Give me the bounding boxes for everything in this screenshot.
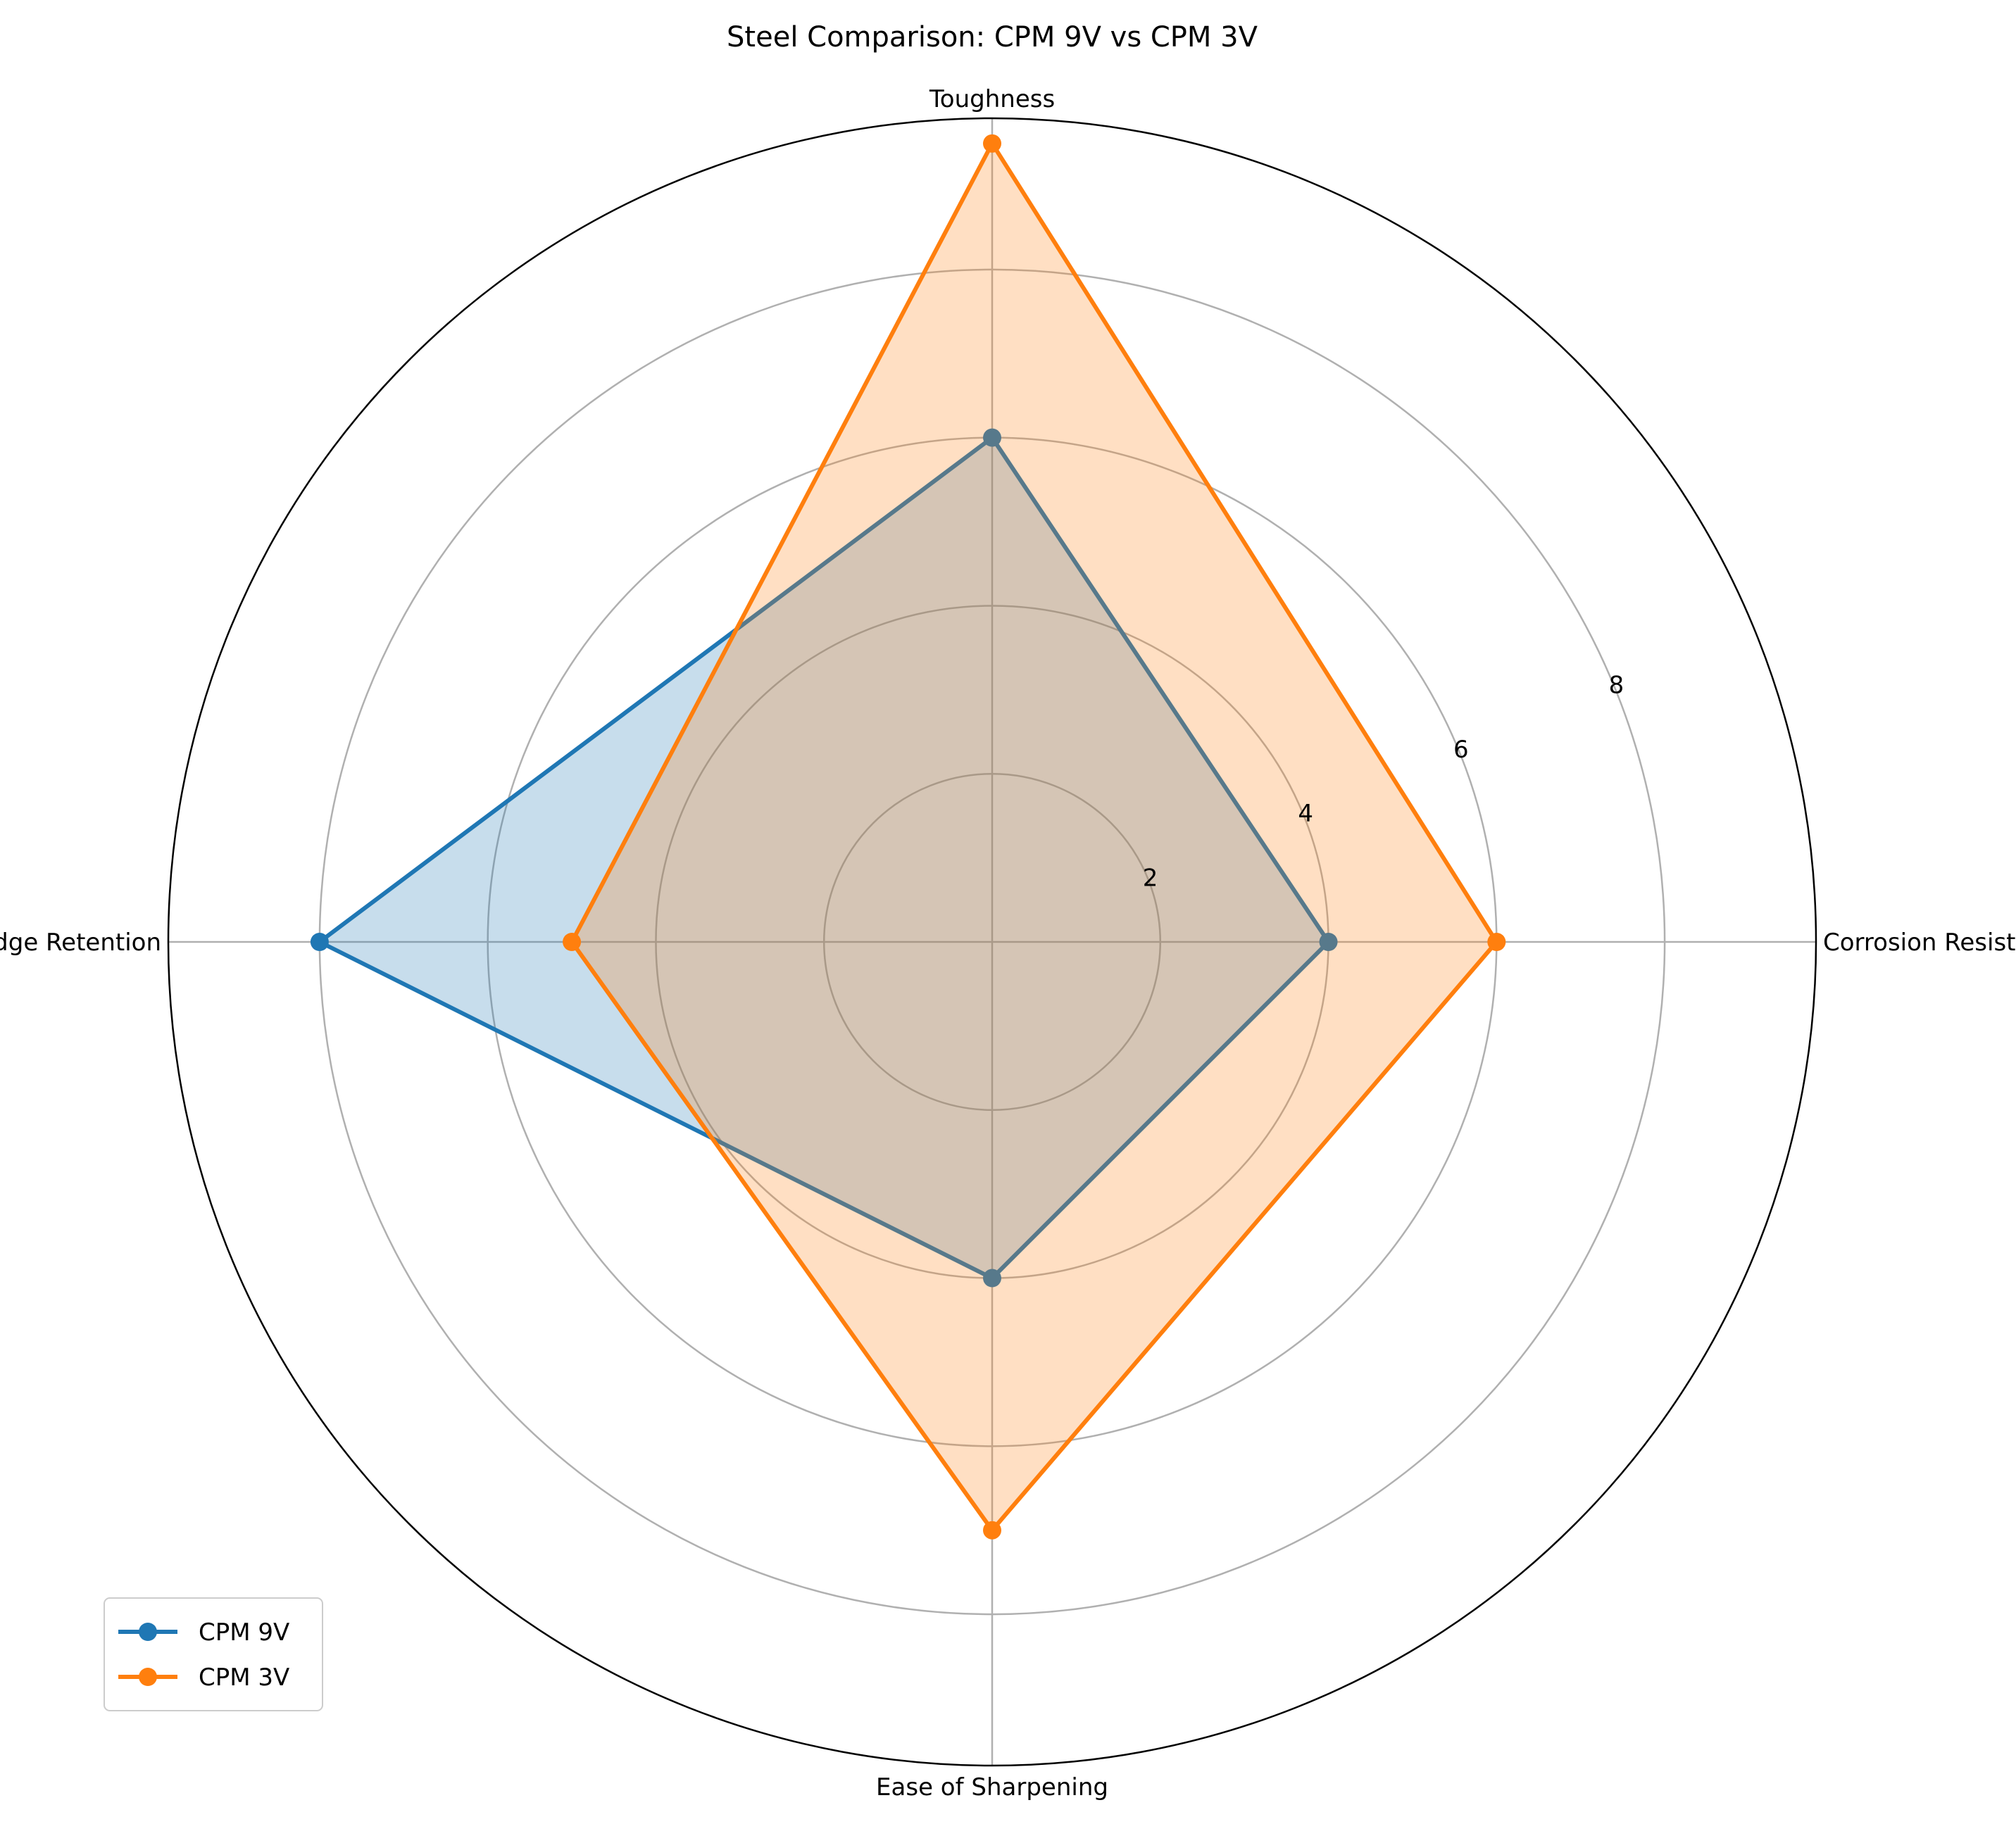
axis-labels: Corrosion Resistance Toughness Edge Retent… <box>0 85 2016 1801</box>
category-label: Edge Retention <box>0 929 161 957</box>
data-point-1-1 <box>983 134 1001 153</box>
data-point-0-2 <box>310 933 329 951</box>
data-point-1-0 <box>1487 933 1506 951</box>
radial-tick-label: 2 <box>1143 864 1158 893</box>
legend-marker-1 <box>139 1668 157 1686</box>
data-point-1-2 <box>563 933 582 951</box>
radial-tick-label: 4 <box>1298 800 1313 828</box>
data-point-0-0 <box>1319 933 1338 951</box>
chart-title: Steel Comparison: CPM 9V vs CPM 3V <box>727 21 1258 54</box>
radial-tick-label: 8 <box>1609 671 1624 699</box>
polar-frame <box>167 117 1817 1767</box>
legend-label-1: CPM 3V <box>199 1663 289 1692</box>
series-area-0 <box>319 437 1329 1278</box>
legend-label-0: CPM 9V <box>199 1618 289 1647</box>
legend-marker-0 <box>139 1623 157 1641</box>
radial-tick-label: 6 <box>1453 736 1469 764</box>
circular-gridline <box>822 772 1162 1112</box>
polar-grid <box>167 117 1817 1767</box>
series-layer <box>310 134 1506 1540</box>
category-label: Ease of Sharpening <box>876 1773 1108 1801</box>
data-point-1-3 <box>983 1521 1001 1540</box>
data-point-0-1 <box>983 428 1001 447</box>
series-area-1 <box>572 143 1497 1530</box>
legend: CPM 9V CPM 3V <box>104 1597 323 1711</box>
legend-frame <box>104 1597 323 1711</box>
data-point-0-3 <box>983 1269 1001 1288</box>
category-label: Toughness <box>929 85 1055 113</box>
category-label: Corrosion Resistance <box>1823 929 2016 957</box>
